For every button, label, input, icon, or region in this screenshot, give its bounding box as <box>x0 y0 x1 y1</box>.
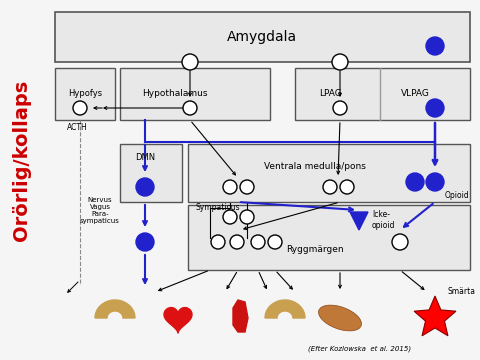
Text: Nervus
Vagus
Para-
sympaticus: Nervus Vagus Para- sympaticus <box>80 197 120 224</box>
Bar <box>120 144 182 202</box>
Text: ACTH: ACTH <box>67 123 88 132</box>
Circle shape <box>240 180 254 194</box>
Text: Amygdala: Amygdala <box>227 30 297 44</box>
Polygon shape <box>95 300 135 318</box>
Circle shape <box>251 235 265 249</box>
Circle shape <box>223 210 237 224</box>
Bar <box>188 144 470 202</box>
Text: (Efter Kozlowska  et al. 2015): (Efter Kozlowska et al. 2015) <box>309 345 411 352</box>
Bar <box>120 68 270 120</box>
Circle shape <box>426 99 444 117</box>
Bar <box>295 68 470 120</box>
Circle shape <box>240 210 254 224</box>
Polygon shape <box>414 296 456 336</box>
Text: Ryggmärgen: Ryggmärgen <box>286 246 344 255</box>
Circle shape <box>73 101 87 115</box>
Text: DMN: DMN <box>135 153 155 162</box>
Circle shape <box>406 173 424 191</box>
Circle shape <box>323 180 337 194</box>
Text: Orörlig/kollaps: Orörlig/kollaps <box>12 79 32 240</box>
Text: Sympaticus: Sympaticus <box>195 203 240 212</box>
Polygon shape <box>233 300 248 332</box>
Polygon shape <box>265 300 305 318</box>
Bar <box>55 68 115 120</box>
Circle shape <box>223 180 237 194</box>
Circle shape <box>340 180 354 194</box>
Text: Ventrala medulla/pons: Ventrala medulla/pons <box>264 162 366 171</box>
Text: Opioid: Opioid <box>445 190 470 199</box>
Text: Smärta: Smärta <box>448 288 476 297</box>
Circle shape <box>182 54 198 70</box>
Polygon shape <box>350 212 368 230</box>
Circle shape <box>136 233 154 251</box>
Circle shape <box>426 37 444 55</box>
Ellipse shape <box>319 305 361 331</box>
Circle shape <box>230 235 244 249</box>
Polygon shape <box>164 307 192 333</box>
Text: VLPAG: VLPAG <box>401 89 430 98</box>
Text: LPAG: LPAG <box>319 89 341 98</box>
Circle shape <box>211 235 225 249</box>
Circle shape <box>183 101 197 115</box>
Circle shape <box>136 178 154 196</box>
Text: Hypofys: Hypofys <box>68 89 102 98</box>
Bar <box>55 12 470 62</box>
Bar <box>188 205 470 270</box>
Text: Hypothalamus: Hypothalamus <box>142 89 208 98</box>
Circle shape <box>333 101 347 115</box>
Text: Icke-
opioid: Icke- opioid <box>372 210 396 230</box>
Circle shape <box>392 234 408 250</box>
Circle shape <box>332 54 348 70</box>
Circle shape <box>268 235 282 249</box>
Circle shape <box>426 173 444 191</box>
